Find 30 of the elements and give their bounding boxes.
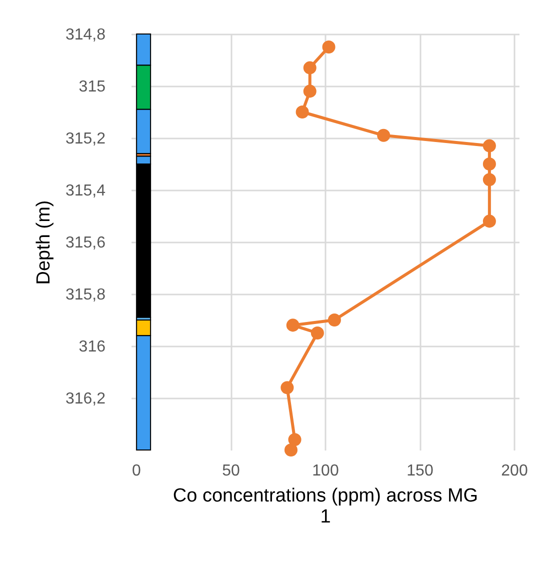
y-tick-label: 316,2 xyxy=(65,390,106,408)
x-axis-title: Co concentrations (ppm) across MG 1 xyxy=(172,486,478,528)
point xyxy=(288,433,302,446)
x-tick-label: 150 xyxy=(406,462,434,480)
point xyxy=(482,214,496,228)
y-tick-label: 315,6 xyxy=(65,234,106,252)
point xyxy=(482,139,496,152)
point xyxy=(303,84,316,98)
y-tick-label: 316 xyxy=(78,338,106,356)
point xyxy=(280,381,294,394)
point xyxy=(322,40,336,54)
point xyxy=(286,318,300,332)
x-tick-label: 0 xyxy=(132,462,142,480)
x-tick-label: 50 xyxy=(222,462,240,480)
point xyxy=(328,313,341,327)
y-tick-label: 315,8 xyxy=(65,286,106,304)
x-tick-label: 100 xyxy=(312,462,339,480)
point xyxy=(377,128,390,142)
point xyxy=(482,157,496,171)
y-tick-label: 315 xyxy=(78,78,106,96)
y-axis-title: Depth (m) xyxy=(33,200,54,285)
point xyxy=(296,105,309,119)
x-tick-label: 200 xyxy=(501,462,528,480)
y-tick-label: 315,2 xyxy=(65,130,106,148)
point xyxy=(303,61,316,74)
point xyxy=(310,326,324,340)
point xyxy=(482,173,496,186)
y-tick-label: 314,8 xyxy=(65,26,106,44)
y-tick-label: 315,4 xyxy=(65,182,106,200)
point xyxy=(284,443,298,457)
